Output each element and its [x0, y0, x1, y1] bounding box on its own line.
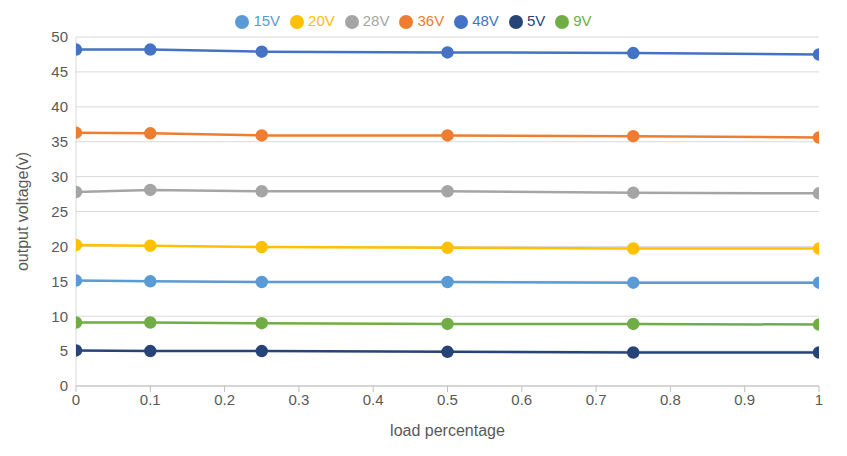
svg-text:25: 25 — [51, 203, 68, 220]
svg-text:35: 35 — [51, 133, 68, 150]
svg-text:0.6: 0.6 — [511, 391, 532, 408]
svg-text:0.7: 0.7 — [586, 391, 607, 408]
svg-text:output voltage(v): output voltage(v) — [14, 152, 31, 271]
svg-text:0: 0 — [60, 377, 68, 394]
svg-text:0.3: 0.3 — [288, 391, 309, 408]
html-text:36V: 36V — [417, 12, 445, 29]
svg-text:45: 45 — [51, 63, 68, 80]
svg-text:30: 30 — [51, 168, 68, 185]
svg-text:10: 10 — [51, 308, 68, 325]
html-text:48V: 48V — [472, 12, 499, 29]
html-text:28V: 28V — [362, 12, 390, 29]
html-text:20V: 20V — [308, 12, 335, 29]
svg-text:0.5: 0.5 — [437, 391, 458, 408]
html-text:5V: 5V — [526, 12, 546, 29]
svg-text:50: 50 — [51, 28, 68, 45]
svg-text:5: 5 — [60, 342, 68, 359]
svg-text:0.8: 0.8 — [660, 391, 681, 408]
svg-text:load percentage: load percentage — [390, 422, 505, 439]
html-text:15V: 15V — [253, 12, 281, 29]
svg-text:0: 0 — [72, 391, 80, 408]
html-text:9V: 9V — [573, 12, 592, 29]
svg-text:0.2: 0.2 — [214, 391, 235, 408]
svg-text:15: 15 — [51, 273, 68, 290]
svg-text:40: 40 — [51, 98, 68, 115]
svg-text:0.1: 0.1 — [140, 391, 161, 408]
svg-text:20: 20 — [51, 238, 68, 255]
svg-text:1: 1 — [815, 391, 823, 408]
svg-text:0.9: 0.9 — [734, 391, 755, 408]
svg-text:0.4: 0.4 — [363, 391, 384, 408]
